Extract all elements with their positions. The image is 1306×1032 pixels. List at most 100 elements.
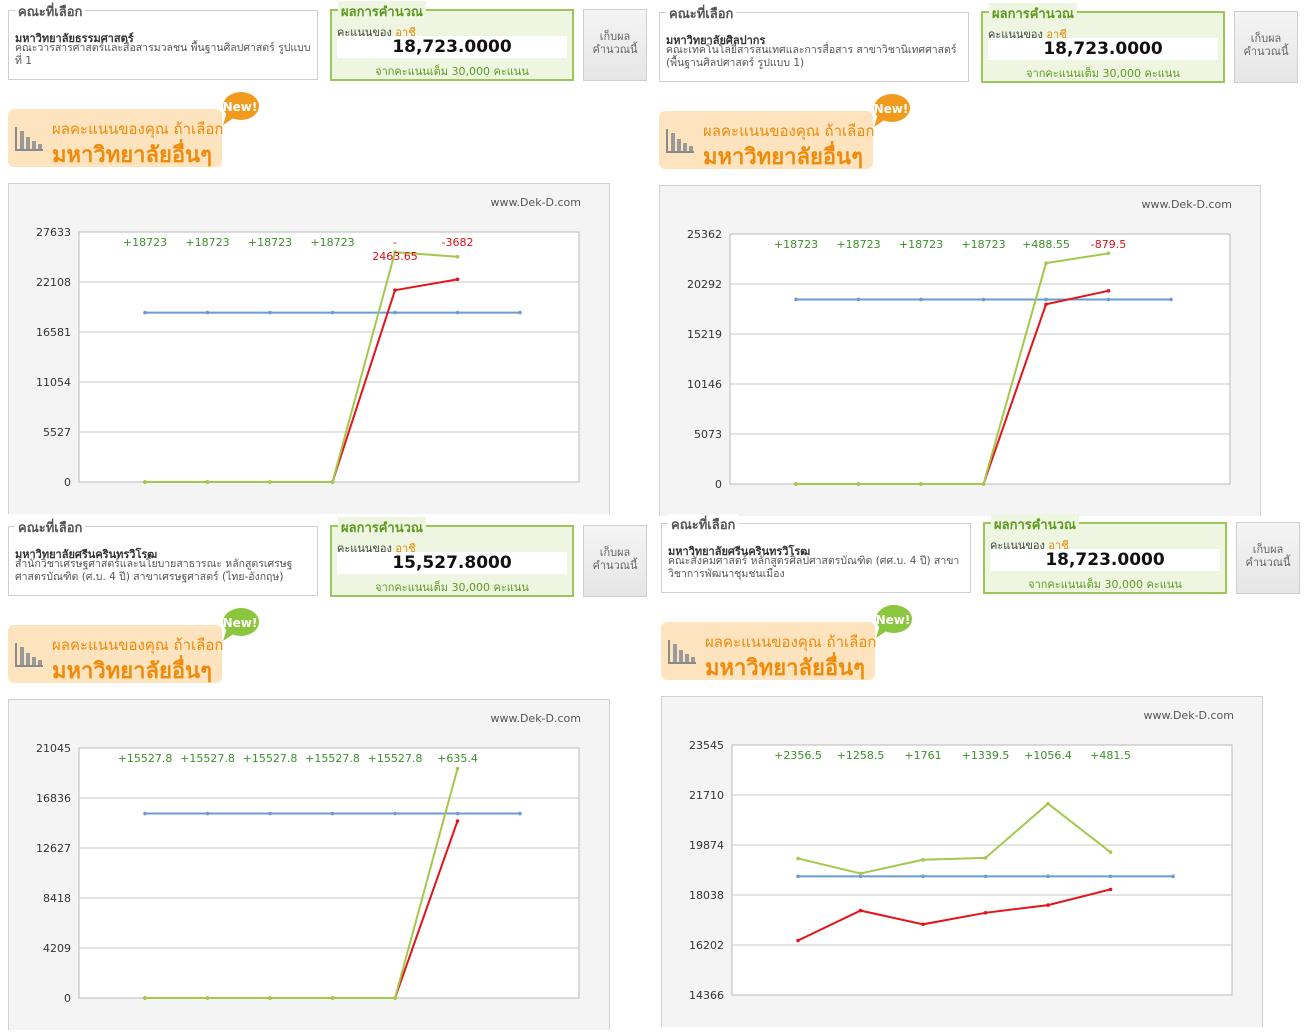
data-point (330, 310, 335, 315)
bar-chart-icon (15, 643, 43, 667)
data-point (1046, 903, 1050, 907)
data-point (1106, 297, 1111, 302)
data-point (330, 811, 335, 816)
data-point (1171, 874, 1175, 879)
series-line (145, 768, 459, 999)
keep-result-button[interactable]: เก็บผล คำนวณนี้ (1236, 522, 1300, 594)
y-tick-label: 0 (715, 478, 722, 491)
y-tick-label: 4209 (43, 942, 71, 955)
other-universities-banner[interactable]: ผลคะแนนของคุณ ถ้าเลือก มหาวิทยาลัยอื่นๆ (8, 109, 224, 168)
score-chart: www.Dek-D.com 21045 16836 12627 8418 4209 0 +1… (8, 699, 610, 1030)
website-label: www.Dek-D.com (1143, 709, 1234, 722)
keep-result-button[interactable]: เก็บผล คำนวณนี้ (583, 9, 647, 81)
score-chart: www.Dek-D.com 27633 22108 16581 11054 5527 0 +… (8, 183, 610, 514)
selected-faculty-box: คณะที่เลือก มหาวิทยาลัยศิลปากร คณะเทคโนโ… (659, 3, 969, 82)
data-point (268, 996, 272, 1000)
data-point (143, 480, 147, 484)
university-name: มหาวิทยาลัยศรีนครินทรวิโรฒ (668, 545, 811, 558)
other-universities-banner[interactable]: ผลคะแนนของคุณ ถ้าเลือก มหาวิทยาลัยอื่นๆ (659, 111, 875, 170)
data-point (268, 480, 272, 484)
data-point (981, 482, 986, 486)
score-of-label: คะแนนของ (337, 542, 392, 555)
data-label: +18723 (961, 238, 1005, 251)
line-chart: 25362 20292 15219 10146 5073 0 +18723 +18723 +18… (687, 228, 1231, 491)
new-badge-bubble (874, 94, 910, 127)
faculty-legend: คณะที่เลือก (15, 1, 86, 22)
data-label: +18723 (185, 236, 229, 249)
result-panel: คณะที่เลือก มหาวิทยาลัยศิลปากร คณะเทคโนโ… (659, 2, 1299, 516)
new-badge-bubble (223, 608, 259, 641)
faculty-legend: คณะที่เลือก (15, 517, 86, 538)
y-tick-label: 5527 (43, 426, 71, 439)
new-badge: New! (221, 92, 259, 125)
data-point (205, 811, 210, 816)
data-point (921, 922, 925, 927)
data-point (921, 858, 925, 862)
full-score-text: จากคะแนนเต็ม 30,000 คะแนน (1026, 67, 1180, 80)
score-owner: คะแนนของ อาชี (337, 23, 416, 41)
banner-line1: ผลคะแนนของคุณ ถ้าเลือก (52, 636, 224, 654)
y-tick-label: 10146 (687, 378, 722, 391)
data-point (794, 297, 798, 302)
data-label: +15527.8 (118, 752, 173, 765)
score-value: 18,723.0000 (337, 36, 567, 58)
data-point (268, 310, 272, 315)
full-score-text: จากคะแนนเต็ม 30,000 คะแนน (1028, 578, 1182, 591)
data-point (1106, 251, 1111, 256)
banner-line2: มหาวิทยาลัยอื่นๆ (705, 656, 865, 681)
banner-line2: มหาวิทยาลัยอื่นๆ (52, 659, 212, 684)
line-chart: 23545 21710 19874 18038 16202 14366 +2356.5 +12… (689, 739, 1233, 1002)
data-point (455, 310, 460, 315)
series-line (145, 251, 458, 483)
faculty-name: สำนักวิชาเศรษฐศาสตร์และนโยบายสาธารณะ หลั… (15, 558, 293, 583)
plot-area (729, 233, 1231, 485)
user-name: อาชี (1048, 539, 1069, 552)
other-universities-banner[interactable]: ผลคะแนนของคุณ ถ้าเลือก มหาวิทยาลัยอื่นๆ (8, 625, 224, 684)
new-badge-text: New! (222, 616, 258, 630)
y-tick-label: 16581 (36, 326, 71, 339)
data-point (455, 277, 460, 282)
data-label: +481.5 (1090, 749, 1131, 762)
y-tick-label: 21710 (689, 789, 724, 802)
y-tick-label: 0 (64, 992, 71, 1005)
data-point (983, 856, 988, 860)
score-owner: คะแนนของ อาชี (990, 536, 1069, 554)
data-point (796, 938, 800, 943)
data-label: +15527.8 (180, 752, 235, 765)
line-chart: 27633 22108 16581 11054 5527 0 +18723 +18723 +18… (36, 226, 580, 489)
data-label: +18723 (899, 238, 943, 251)
y-tick-label: 20292 (687, 278, 722, 291)
y-tick-label: 14366 (689, 989, 724, 1002)
new-badge-bubble (876, 605, 912, 638)
data-point (330, 996, 335, 1000)
university-name: มหาวิทยาลัยศรีนครินทรวิโรฒ (15, 548, 158, 561)
banner-line1: ผลคะแนนของคุณ ถ้าเลือก (703, 122, 875, 140)
y-tick-label: 5073 (694, 428, 722, 441)
y-tick-label: 21045 (36, 742, 71, 755)
other-universities-banner[interactable]: ผลคะแนนของคุณ ถ้าเลือก มหาวิทยาลัยอื่นๆ (661, 622, 876, 681)
calculation-result-box: ผลการคำนวณ คะแนนของ อาชี 18,723.0000 จาก… (981, 3, 1225, 83)
y-tick-label: 19874 (689, 839, 724, 852)
score-chart: www.Dek-D.com 25362 20292 15219 10146 5073 0 +… (659, 185, 1261, 516)
banner-line1: ผลคะแนนของคุณ ถ้าเลือก (52, 120, 224, 138)
data-point (1044, 302, 1048, 307)
data-point (518, 811, 522, 816)
calculation-result-box: ผลการคำนวณ คะแนนของ อาชี 15,527.8000 จาก… (330, 517, 574, 597)
data-label: +635.4 (437, 752, 478, 765)
data-label: +1761 (904, 749, 941, 762)
y-tick-label: 15219 (687, 328, 722, 341)
result-legend: ผลการคำนวณ (338, 1, 426, 22)
keep-result-button[interactable]: เก็บผล คำนวณนี้ (583, 525, 647, 597)
keep-result-button[interactable]: เก็บผล คำนวณนี้ (1234, 11, 1298, 83)
data-point (268, 811, 272, 816)
data-point (1044, 261, 1048, 265)
banner-line2: มหาวิทยาลัยอื่นๆ (703, 145, 863, 170)
calculation-result-box: ผลการคำนวณ คะแนนของ อาชี 18,723.0000 จาก… (983, 514, 1227, 594)
faculty-name: คณะสังคมศาสตร์ หลักสูตรศิลปศาสตรบัณฑิต (… (668, 555, 960, 580)
data-point (205, 310, 210, 315)
data-label: -3682 (442, 236, 474, 249)
plot-area (78, 231, 580, 483)
data-point (858, 871, 863, 876)
data-label: +1258.5 (837, 749, 885, 762)
data-point (455, 766, 460, 771)
